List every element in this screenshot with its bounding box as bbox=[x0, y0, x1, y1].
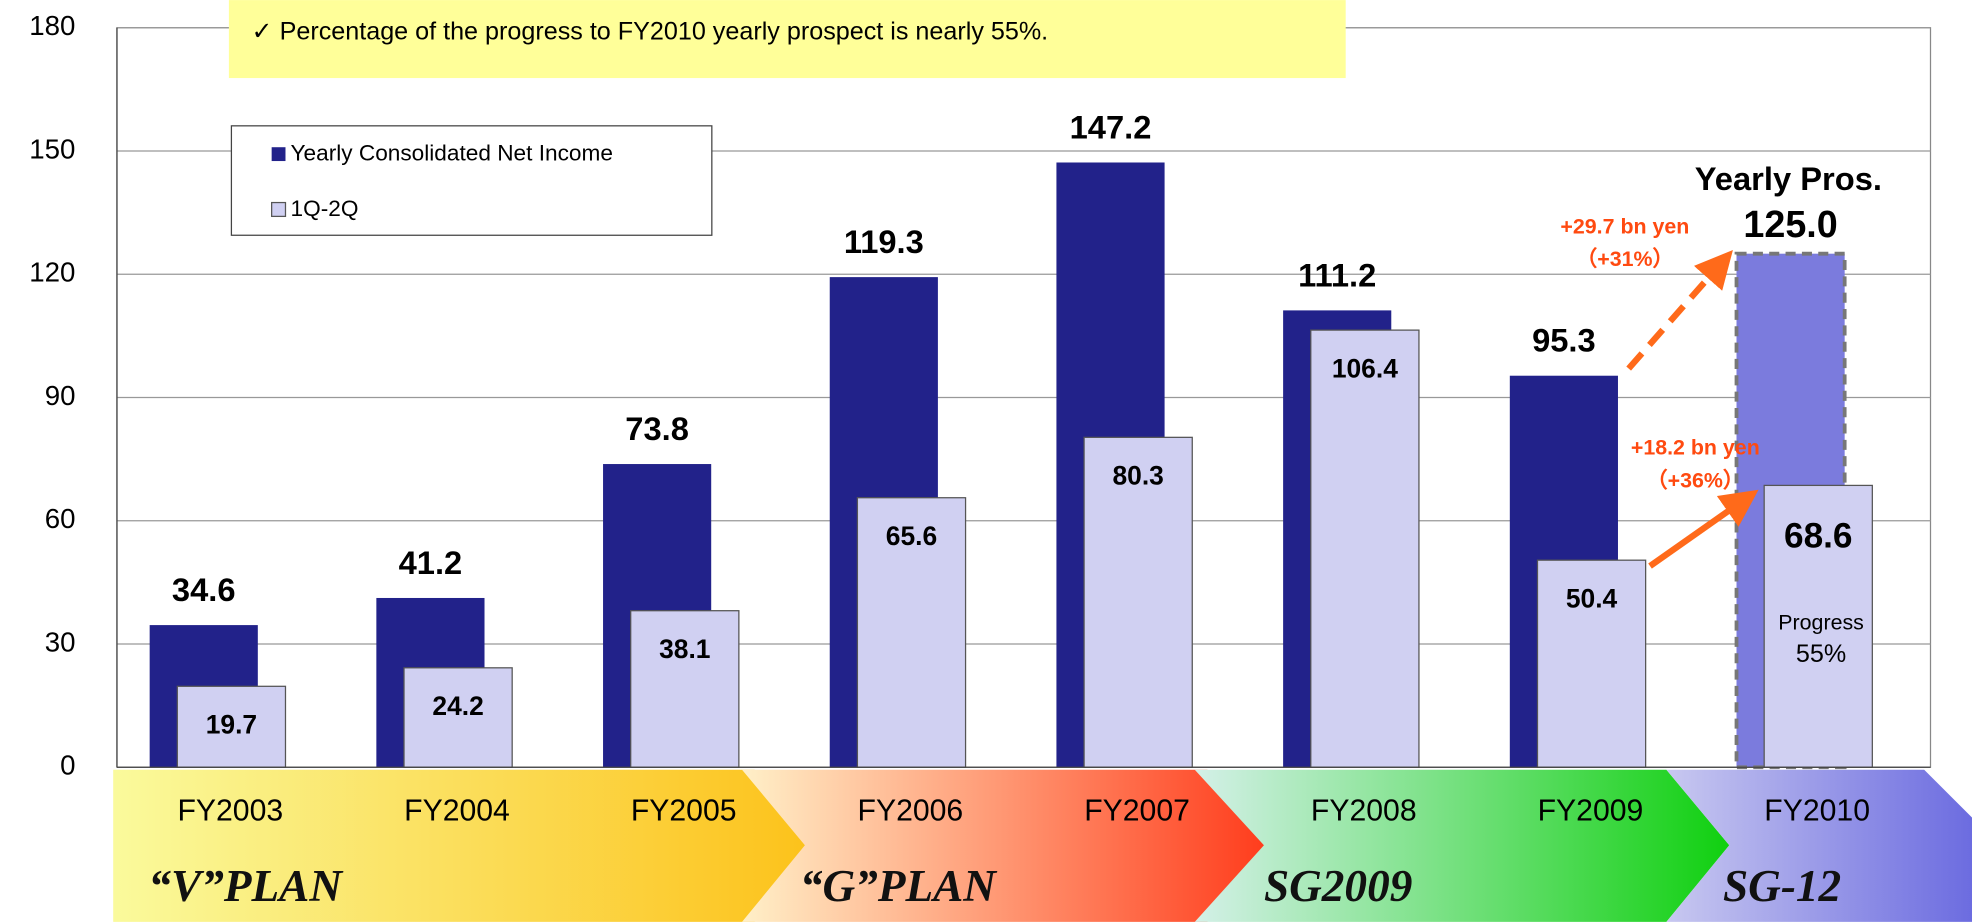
legend-label: Yearly Consolidated Net Income bbox=[291, 141, 613, 166]
value-label: 125.0 bbox=[1743, 203, 1837, 245]
bar bbox=[1763, 484, 1873, 768]
value-label: 24.2 bbox=[432, 691, 483, 721]
value-label: 111.2 bbox=[1298, 256, 1376, 293]
arrow bbox=[1626, 250, 1733, 371]
x-tick-label: FY2007 bbox=[1084, 794, 1190, 827]
y-tick-label: 60 bbox=[45, 503, 76, 534]
legend-swatch bbox=[271, 201, 287, 218]
bar bbox=[630, 610, 740, 768]
y-tick-label: 30 bbox=[45, 626, 76, 657]
legend-swatch bbox=[271, 147, 286, 162]
value-label: 147.2 bbox=[1070, 108, 1152, 145]
value-label: 38.1 bbox=[659, 634, 710, 664]
note: ✓ Percentage of the progress to FY2010 y… bbox=[252, 17, 1049, 45]
x-tick-label: FY2010 bbox=[1764, 794, 1870, 827]
value-label: 73.8 bbox=[625, 410, 689, 447]
x-tick-label: FY2008 bbox=[1311, 794, 1417, 827]
annotation: Yearly Pros. bbox=[1695, 160, 1882, 197]
value-label: 19.7 bbox=[206, 710, 257, 740]
plan-label: “G”PLAN bbox=[800, 861, 998, 911]
bar bbox=[403, 667, 513, 768]
bar bbox=[1083, 436, 1193, 768]
value-label: 34.6 bbox=[172, 571, 236, 608]
legend-label: 1Q-2Q bbox=[291, 196, 359, 221]
arrow bbox=[1648, 489, 1759, 569]
bar bbox=[176, 685, 287, 768]
plan-band bbox=[742, 769, 1273, 922]
value-label: 80.3 bbox=[1112, 461, 1163, 491]
annotation: +29.7 bn yen bbox=[1560, 214, 1689, 238]
x-tick-label: FY2009 bbox=[1538, 794, 1644, 827]
bar bbox=[856, 497, 967, 768]
plan-label: “V”PLAN bbox=[148, 861, 344, 911]
y-tick-label: 180 bbox=[29, 10, 75, 41]
value-label: 65.6 bbox=[886, 521, 937, 551]
y-tick-label: 150 bbox=[29, 133, 75, 164]
x-tick-label: FY2004 bbox=[404, 794, 510, 827]
annotation: （+36%） bbox=[1646, 468, 1744, 492]
plan-band bbox=[1194, 769, 1730, 922]
annotation: +18.2 bn yen bbox=[1631, 436, 1760, 460]
annotation: （+31%） bbox=[1576, 247, 1674, 271]
plan-label: SG-12 bbox=[1723, 861, 1841, 911]
plan-band bbox=[1666, 769, 1972, 922]
x-tick-label: FY2006 bbox=[858, 794, 964, 827]
plan-label: SG2009 bbox=[1264, 861, 1412, 911]
value-label: 106.4 bbox=[1332, 353, 1398, 383]
value-label: 68.6 bbox=[1784, 517, 1853, 556]
y-tick-label: 120 bbox=[29, 257, 75, 288]
bar bbox=[1310, 329, 1420, 768]
bar bbox=[1536, 559, 1647, 768]
value-label: 41.2 bbox=[399, 544, 463, 581]
x-tick-label: FY2003 bbox=[177, 794, 283, 827]
annotation: Progress bbox=[1778, 611, 1864, 635]
legend bbox=[230, 125, 713, 236]
annotation: 55% bbox=[1796, 640, 1846, 668]
value-label: 50.4 bbox=[1566, 583, 1618, 613]
y-tick-label: 0 bbox=[60, 750, 75, 781]
value-label: 95.3 bbox=[1532, 322, 1596, 359]
note-box bbox=[228, 0, 1346, 79]
plan-band bbox=[113, 769, 812, 922]
x-tick-label: FY2005 bbox=[631, 794, 737, 827]
y-tick-label: 90 bbox=[45, 380, 76, 411]
value-label: 119.3 bbox=[844, 223, 924, 260]
